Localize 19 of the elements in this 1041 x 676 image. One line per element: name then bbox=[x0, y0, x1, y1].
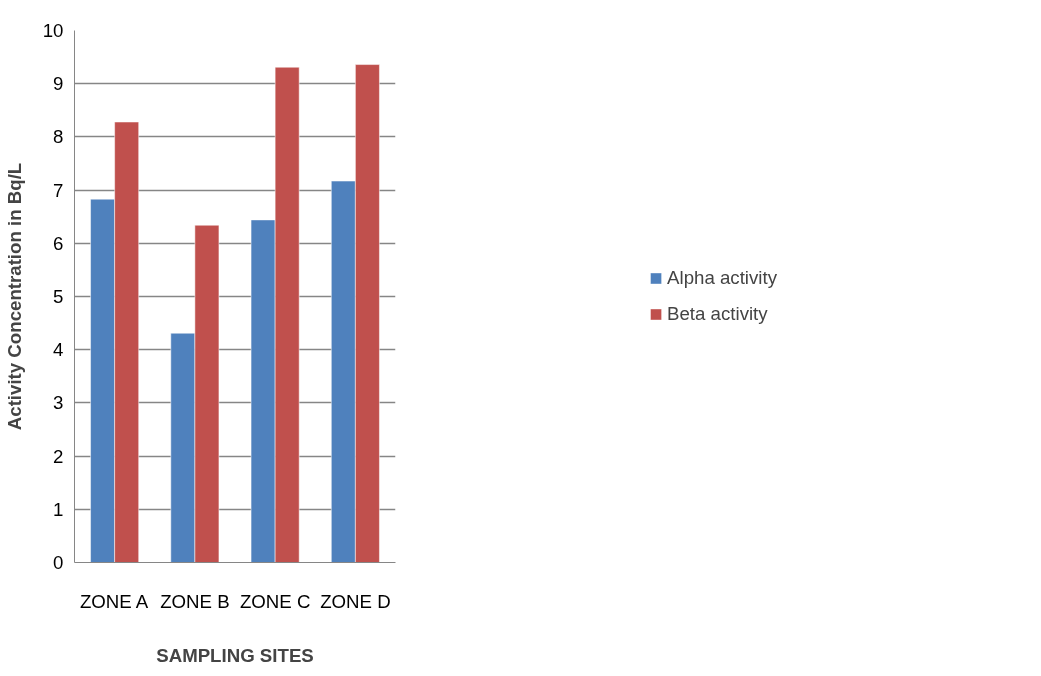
y-axis-title: Activity Concentration in Bq/L bbox=[3, 162, 25, 431]
y-tick-label: 6 bbox=[53, 232, 64, 254]
y-tick-label: 9 bbox=[53, 73, 64, 95]
y-tick-label: 0 bbox=[53, 552, 64, 573]
y-tick-label: 8 bbox=[53, 126, 64, 148]
y-tick-label: 1 bbox=[53, 498, 64, 520]
y-tick-label: 5 bbox=[53, 286, 64, 307]
y-tick-label: 4 bbox=[53, 339, 64, 361]
y-tick-label: 7 bbox=[53, 179, 64, 201]
legend-label: Alpha activity bbox=[667, 267, 777, 289]
x-tick-label: ZONE B bbox=[160, 590, 230, 612]
legend-label: Beta activity bbox=[667, 303, 768, 325]
x-tick-label: ZONE A bbox=[79, 590, 149, 612]
y-tick-label: 10 bbox=[42, 20, 64, 41]
x-axis-title: SAMPLING SITES bbox=[156, 644, 314, 666]
x-tick-label: ZONE C bbox=[239, 590, 311, 612]
x-tick-label: ZONE D bbox=[320, 590, 391, 612]
y-tick-label: 2 bbox=[53, 445, 64, 467]
y-tick-label: 3 bbox=[53, 392, 64, 414]
